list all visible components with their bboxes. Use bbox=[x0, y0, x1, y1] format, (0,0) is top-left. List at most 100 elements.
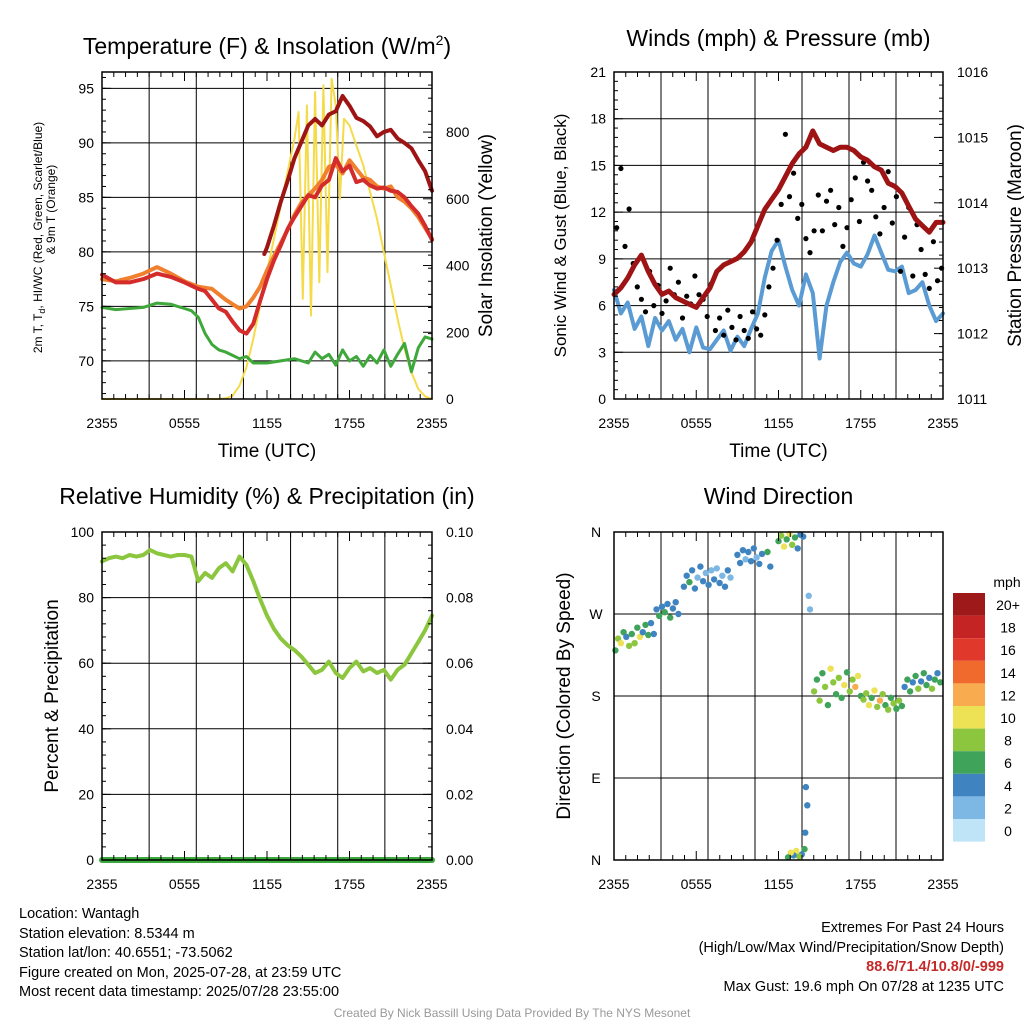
direction-point bbox=[691, 585, 699, 592]
series-orange-line bbox=[100, 158, 434, 311]
gust-point bbox=[663, 298, 669, 304]
y-tick-label: N bbox=[591, 524, 601, 540]
x-tick-label: 1155 bbox=[252, 876, 282, 892]
direction-point bbox=[832, 691, 840, 698]
chart-title-main: Temperature (F) & Insolation (W/m bbox=[83, 33, 436, 59]
speed-legend: mph 20+ 18 16 14 12 10 8 6 4 2 0 bbox=[953, 574, 1021, 842]
chart-title: Temperature (F) & Insolation (W/m2) bbox=[83, 32, 451, 59]
direction-point bbox=[890, 700, 897, 707]
y-tick-label: 100 bbox=[71, 524, 95, 540]
ticks bbox=[101, 71, 433, 400]
direction-point bbox=[625, 642, 633, 650]
gust-point bbox=[832, 222, 838, 228]
direction-point bbox=[688, 567, 696, 574]
x-tick-label: 2355 bbox=[86, 876, 117, 892]
speed-legend-label: 2 bbox=[1004, 800, 1012, 816]
y-axis-label: Percent & Precipitation bbox=[42, 599, 63, 792]
gust-point bbox=[799, 201, 805, 207]
chart-title: Wind Direction bbox=[704, 483, 854, 509]
speed-legend-label: 0 bbox=[1004, 823, 1012, 839]
x-tick-label: 0555 bbox=[169, 876, 200, 892]
x-tick-label: 2355 bbox=[416, 876, 447, 892]
grid bbox=[614, 72, 943, 399]
direction-point bbox=[778, 532, 785, 539]
y-axis-label: Direction (Colored By Speed) bbox=[554, 572, 575, 819]
plot-frame bbox=[613, 71, 944, 400]
gust-point bbox=[667, 265, 673, 271]
direction-point bbox=[680, 583, 688, 590]
y-tick-label: S bbox=[591, 688, 600, 704]
chart-rh: Relative Humidity (%) & Precipitation (i… bbox=[42, 483, 475, 892]
gust-point bbox=[770, 265, 776, 271]
y-axis-label-part: , HI/WC (Red, Green, Scarlet/Blue) bbox=[31, 122, 45, 309]
x-tick-label: 2355 bbox=[598, 876, 629, 892]
direction-point bbox=[789, 541, 796, 548]
direction-point bbox=[863, 690, 870, 697]
y-tick-label: 18 bbox=[590, 111, 606, 127]
direction-point bbox=[909, 679, 916, 686]
speed-legend-swatch bbox=[953, 638, 985, 661]
direction-point bbox=[645, 631, 652, 639]
direction-point bbox=[819, 670, 826, 677]
direction-point bbox=[727, 574, 734, 581]
y2-tick-label: 1016 bbox=[957, 64, 988, 80]
gust-point bbox=[807, 250, 813, 256]
direction-point bbox=[827, 665, 834, 672]
gust-point bbox=[918, 246, 924, 253]
gust-point bbox=[758, 332, 764, 338]
y2-tick-label: 1012 bbox=[957, 326, 988, 342]
direction-point bbox=[849, 676, 856, 683]
x-axis-label: Time (UTC) bbox=[729, 441, 828, 462]
direction-point bbox=[642, 621, 649, 629]
x-tick-label: 2355 bbox=[598, 415, 629, 431]
direction-point bbox=[750, 545, 757, 552]
gust-point bbox=[869, 187, 875, 193]
speed-legend-swatch bbox=[953, 683, 985, 706]
direction-point bbox=[784, 854, 792, 861]
y-tick-label: 12 bbox=[590, 204, 606, 220]
direction-point bbox=[719, 572, 726, 579]
gust-point bbox=[848, 197, 854, 203]
direction-point bbox=[742, 556, 749, 563]
gust-point bbox=[642, 309, 649, 315]
direction-point bbox=[745, 548, 752, 556]
direction-point bbox=[658, 603, 666, 610]
gust-point bbox=[856, 218, 863, 225]
x-tick-label: 1755 bbox=[334, 415, 365, 431]
direction-point bbox=[901, 683, 908, 691]
speed-legend-swatch bbox=[953, 819, 985, 842]
series-red-line bbox=[100, 156, 434, 336]
ticks bbox=[613, 71, 944, 400]
x-tick-label: 1755 bbox=[845, 415, 876, 431]
y2-tick-label: 0.02 bbox=[446, 786, 473, 802]
direction-point bbox=[874, 703, 881, 711]
x-tick-label: 0555 bbox=[169, 415, 200, 431]
gust-point bbox=[679, 315, 686, 321]
speed-legend-label: 8 bbox=[1004, 733, 1012, 749]
direction-point bbox=[802, 783, 810, 791]
y-tick-label: E bbox=[591, 770, 600, 786]
gust-point bbox=[897, 268, 904, 274]
gust-point bbox=[889, 220, 895, 226]
direction-point bbox=[694, 574, 701, 581]
speed-legend-swatch bbox=[953, 660, 985, 684]
y-tick-label: 95 bbox=[78, 80, 94, 96]
y2-tick-label: 0 bbox=[446, 391, 454, 407]
gust-point bbox=[819, 228, 826, 234]
direction-point bbox=[843, 669, 851, 676]
direction-point bbox=[846, 688, 853, 695]
direction-point bbox=[710, 576, 718, 583]
gust-point bbox=[782, 131, 789, 137]
gust-point bbox=[754, 326, 760, 332]
gust-point bbox=[622, 243, 628, 249]
direction-point bbox=[721, 583, 729, 590]
x-tick-label: 2355 bbox=[927, 876, 958, 892]
direction-point bbox=[934, 670, 941, 677]
direction-point bbox=[639, 629, 646, 636]
series-blue-line bbox=[612, 233, 945, 361]
speed-legend-title: mph bbox=[993, 574, 1020, 590]
direction-point bbox=[928, 685, 936, 692]
gust-point bbox=[823, 198, 830, 204]
chart-title: Relative Humidity (%) & Precipitation (i… bbox=[59, 483, 474, 509]
credit-text: Created By Nick Bassill Using Data Provi… bbox=[333, 1006, 691, 1020]
